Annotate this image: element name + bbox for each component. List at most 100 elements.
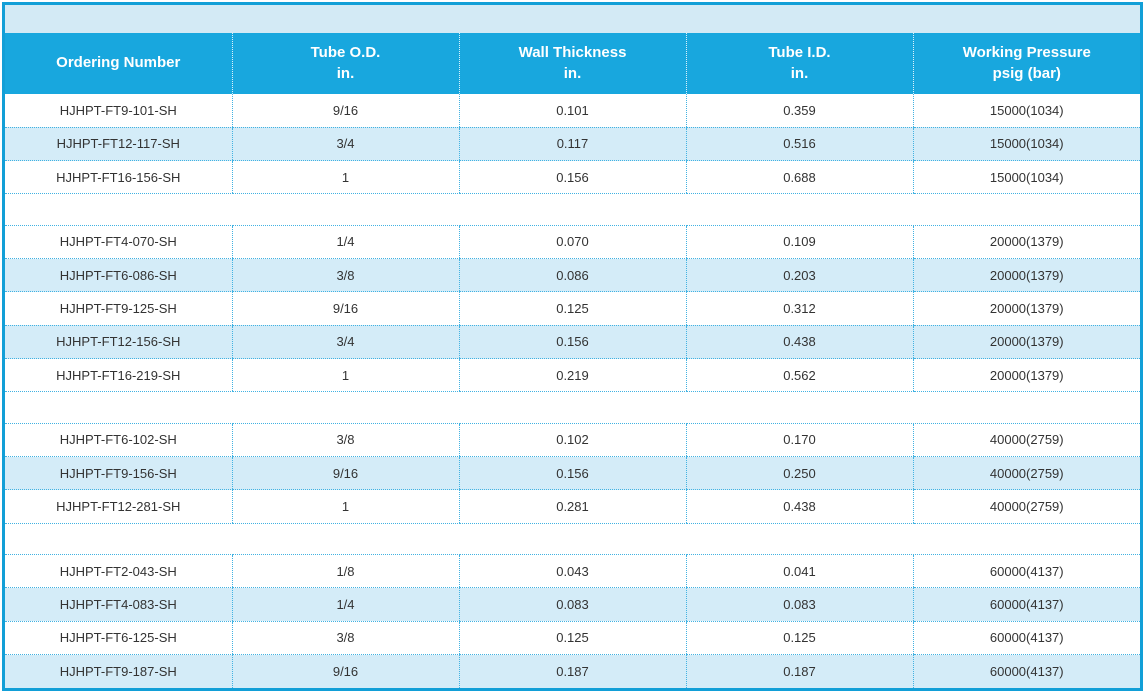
- cell-ordering-number: HJHPT-FT16-219-SH: [5, 358, 232, 393]
- group-spacer-cell: [5, 193, 1140, 226]
- col-header-tube-id: Tube I.D. in.: [685, 33, 913, 94]
- table-row: HJHPT-FT9-156-SH 9/16 0.156 0.250 40000(2759…: [5, 456, 1140, 491]
- col-header-label: Working Pressure: [962, 44, 1091, 62]
- cell-working-pressure: 20000(1379): [912, 225, 1140, 260]
- table-row: HJHPT-FT6-102-SH 3/8 0.102 0.170 40000(2759): [5, 423, 1140, 458]
- cell-working-pressure: 20000(1379): [912, 325, 1140, 360]
- table-header: Ordering Number Tube O.D. in. Wall Thicknes…: [5, 33, 1140, 94]
- cell-ordering-number: HJHPT-FT4-070-SH: [5, 225, 232, 260]
- cell-tube-id: 0.438: [685, 325, 913, 360]
- cell-tube-od: 3/4: [231, 325, 459, 360]
- col-header-unit: in.: [336, 64, 355, 82]
- cell-ordering-number: HJHPT-FT6-086-SH: [5, 258, 232, 293]
- cell-working-pressure: 40000(2759): [912, 423, 1140, 458]
- cell-tube-id: 0.083: [685, 587, 913, 622]
- cell-working-pressure: 20000(1379): [912, 358, 1140, 393]
- col-header-wall-thickness: Wall Thickness in.: [458, 33, 686, 94]
- cell-tube-id: 0.688: [685, 160, 913, 195]
- cell-tube-od: 3/4: [231, 127, 459, 162]
- col-header-unit: in.: [790, 64, 809, 82]
- cell-tube-id: 0.359: [685, 94, 913, 128]
- header-row: Ordering Number Tube O.D. in. Wall Thicknes…: [5, 33, 1140, 94]
- col-header-tube-od: Tube O.D. in.: [231, 33, 459, 94]
- table-row: HJHPT-FT9-187-SH 9/16 0.187 0.187 60000(4137…: [5, 654, 1140, 688]
- table-row: HJHPT-FT16-156-SH 1 0.156 0.688 15000(1034): [5, 160, 1140, 195]
- cell-tube-id: 0.170: [685, 423, 913, 458]
- cell-tube-od: 9/16: [231, 94, 459, 128]
- cell-wall-thickness: 0.125: [458, 291, 686, 326]
- cell-ordering-number: HJHPT-FT12-281-SH: [5, 489, 232, 524]
- cell-working-pressure: 40000(2759): [912, 489, 1140, 524]
- table-row: HJHPT-FT4-083-SH 1/4 0.083 0.083 60000(4137): [5, 587, 1140, 622]
- cell-tube-id: 0.516: [685, 127, 913, 162]
- table-body: HJHPT-FT9-101-SH 9/16 0.101 0.359 15000(1034…: [5, 94, 1140, 688]
- cell-tube-id: 0.203: [685, 258, 913, 293]
- col-header-label: Ordering Number: [56, 54, 181, 72]
- table-row: HJHPT-FT6-086-SH 3/8 0.086 0.203 20000(1379): [5, 258, 1140, 293]
- cell-tube-od: 9/16: [231, 291, 459, 326]
- cell-wall-thickness: 0.156: [458, 160, 686, 195]
- cell-tube-od: 1/4: [231, 225, 459, 260]
- group-spacer-cell: [5, 523, 1140, 556]
- cell-ordering-number: HJHPT-FT6-125-SH: [5, 621, 232, 656]
- cell-tube-od: 9/16: [231, 654, 459, 688]
- col-header-label: Wall Thickness: [518, 44, 627, 62]
- col-header-label: Tube I.D.: [768, 44, 831, 62]
- cell-tube-od: 3/8: [231, 621, 459, 656]
- cell-wall-thickness: 0.125: [458, 621, 686, 656]
- cell-tube-od: 1/8: [231, 554, 459, 589]
- cell-wall-thickness: 0.083: [458, 587, 686, 622]
- table-row: HJHPT-FT16-219-SH 1 0.219 0.562 20000(1379): [5, 358, 1140, 393]
- table-row: HJHPT-FT12-156-SH 3/4 0.156 0.438 20000(1379…: [5, 325, 1140, 360]
- cell-tube-od: 1/4: [231, 587, 459, 622]
- cell-ordering-number: HJHPT-FT4-083-SH: [5, 587, 232, 622]
- cell-tube-id: 0.041: [685, 554, 913, 589]
- table-row: HJHPT-FT2-043-SH 1/8 0.043 0.041 60000(4137): [5, 554, 1140, 589]
- cell-working-pressure: 20000(1379): [912, 291, 1140, 326]
- cell-wall-thickness: 0.101: [458, 94, 686, 128]
- table-row: HJHPT-FT12-281-SH 1 0.281 0.438 40000(2759): [5, 489, 1140, 524]
- cell-tube-id: 0.250: [685, 456, 913, 491]
- cell-ordering-number: HJHPT-FT12-156-SH: [5, 325, 232, 360]
- cell-wall-thickness: 0.187: [458, 654, 686, 688]
- cell-ordering-number: HJHPT-FT9-187-SH: [5, 654, 232, 688]
- cell-tube-od: 1: [231, 160, 459, 195]
- cell-tube-id: 0.109: [685, 225, 913, 260]
- cell-tube-id: 0.125: [685, 621, 913, 656]
- cell-tube-od: 3/8: [231, 258, 459, 293]
- cell-tube-id: 0.562: [685, 358, 913, 393]
- cell-wall-thickness: 0.117: [458, 127, 686, 162]
- cell-wall-thickness: 0.070: [458, 225, 686, 260]
- cell-ordering-number: HJHPT-FT16-156-SH: [5, 160, 232, 195]
- cell-working-pressure: 60000(4137): [912, 554, 1140, 589]
- cell-tube-id: 0.187: [685, 654, 913, 688]
- cell-wall-thickness: 0.281: [458, 489, 686, 524]
- tubing-spec-table: Ordering Number Tube O.D. in. Wall Thicknes…: [5, 33, 1140, 688]
- table-row: HJHPT-FT6-125-SH 3/8 0.125 0.125 60000(4137): [5, 621, 1140, 656]
- cell-tube-id: 0.312: [685, 291, 913, 326]
- cell-ordering-number: HJHPT-FT12-117-SH: [5, 127, 232, 162]
- col-header-unit: psig (bar): [992, 64, 1061, 82]
- table-top-band: [5, 5, 1140, 33]
- cell-working-pressure: 15000(1034): [912, 94, 1140, 128]
- cell-tube-od: 9/16: [231, 456, 459, 491]
- cell-wall-thickness: 0.043: [458, 554, 686, 589]
- cell-working-pressure: 60000(4137): [912, 621, 1140, 656]
- cell-ordering-number: HJHPT-FT2-043-SH: [5, 554, 232, 589]
- cell-working-pressure: 60000(4137): [912, 587, 1140, 622]
- group-spacer-row: [5, 523, 1140, 556]
- table-row: HJHPT-FT4-070-SH 1/4 0.070 0.109 20000(1379): [5, 225, 1140, 260]
- col-header-ordering-number: Ordering Number: [5, 33, 232, 94]
- cell-working-pressure: 15000(1034): [912, 127, 1140, 162]
- cell-ordering-number: HJHPT-FT9-101-SH: [5, 94, 232, 128]
- col-header-unit: in.: [563, 64, 582, 82]
- cell-tube-od: 1: [231, 489, 459, 524]
- cell-ordering-number: HJHPT-FT6-102-SH: [5, 423, 232, 458]
- cell-tube-od: 3/8: [231, 423, 459, 458]
- table-row: HJHPT-FT9-125-SH 9/16 0.125 0.312 20000(1379…: [5, 291, 1140, 326]
- cell-working-pressure: 20000(1379): [912, 258, 1140, 293]
- table-row: HJHPT-FT9-101-SH 9/16 0.101 0.359 15000(1034…: [5, 94, 1140, 128]
- table-row: HJHPT-FT12-117-SH 3/4 0.117 0.516 15000(1034…: [5, 127, 1140, 162]
- cell-wall-thickness: 0.219: [458, 358, 686, 393]
